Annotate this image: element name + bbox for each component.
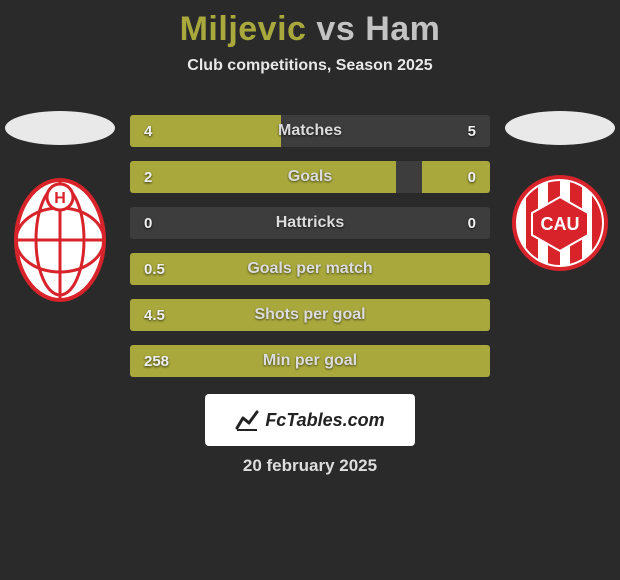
stat-label: Hattricks xyxy=(130,207,490,239)
stat-label: Goals per match xyxy=(130,253,490,285)
crest-letters: CAU xyxy=(541,214,580,234)
player2-silhouette xyxy=(505,111,615,145)
player1-crest: H xyxy=(10,175,110,310)
watermark-badge: FcTables.com xyxy=(205,394,415,446)
union-crest-icon: CAU xyxy=(512,175,608,271)
stat-label: Matches xyxy=(130,115,490,147)
date-label: 20 february 2025 xyxy=(0,456,620,476)
stat-row: 20Goals xyxy=(130,161,490,193)
stat-row: 00Hattricks xyxy=(130,207,490,239)
bars-list: 45Matches 20Goals 00Hattricks 0.5Goals per … xyxy=(130,115,490,377)
title-vs: vs xyxy=(316,10,355,48)
stat-row: 258Min per goal xyxy=(130,345,490,377)
crest-letter: H xyxy=(54,190,66,207)
page-title: Miljevic vs Ham xyxy=(0,0,620,49)
right-column: CAU xyxy=(500,109,620,276)
stat-row: 4.5Shots per goal xyxy=(130,299,490,331)
player1-silhouette xyxy=(5,111,115,145)
stat-row: 0.5Goals per match xyxy=(130,253,490,285)
stat-row: 45Matches xyxy=(130,115,490,147)
player2-crest: CAU xyxy=(512,175,608,276)
fctables-logo-icon xyxy=(235,408,259,432)
left-column: H xyxy=(0,109,120,310)
stat-label: Min per goal xyxy=(130,345,490,377)
stats-comparison-card: Miljevic vs Ham Club competitions, Seaso… xyxy=(0,0,620,580)
stat-label: Goals xyxy=(130,161,490,193)
main-area: H CAU xyxy=(0,109,620,379)
watermark-text: FcTables.com xyxy=(265,410,384,431)
title-player2: Ham xyxy=(365,10,440,48)
subtitle: Club competitions, Season 2025 xyxy=(0,57,620,75)
stat-label: Shots per goal xyxy=(130,299,490,331)
huracan-crest-icon: H xyxy=(10,175,110,305)
title-player1: Miljevic xyxy=(180,10,307,48)
